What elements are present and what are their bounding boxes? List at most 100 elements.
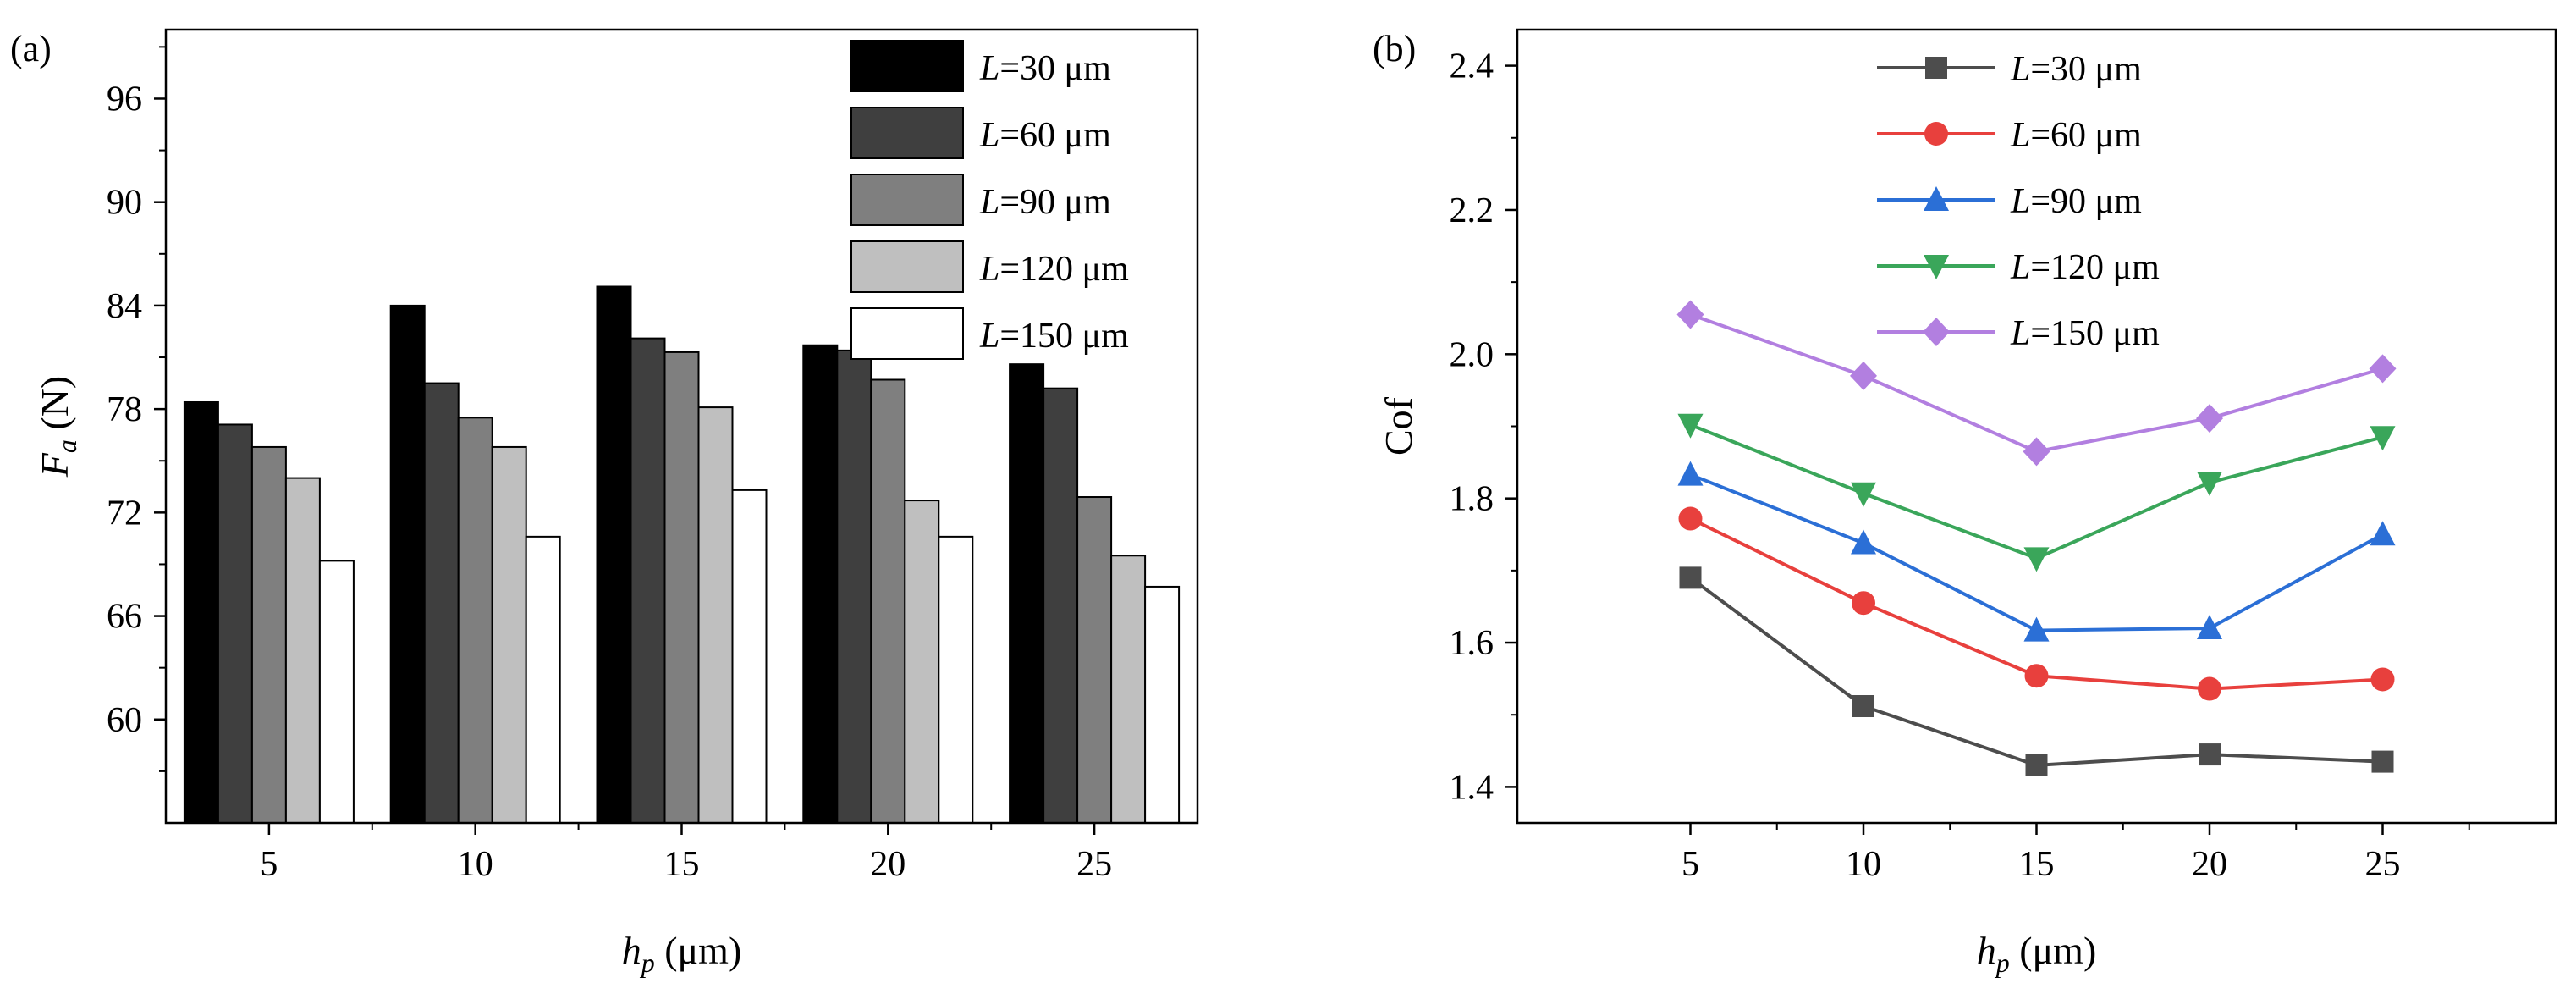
legend-swatch xyxy=(850,307,964,360)
data-point xyxy=(2370,426,2396,451)
data-point xyxy=(2023,616,2050,642)
data-point xyxy=(2371,750,2394,773)
bar xyxy=(250,445,287,824)
bar xyxy=(731,489,768,824)
panel-label: (a) xyxy=(10,28,52,69)
x-tick-label: 10 xyxy=(458,845,493,884)
y-tick-label: 1.4 xyxy=(1450,768,1494,807)
data-point xyxy=(2025,754,2048,776)
panel-a: 60 66 72 78 84 90 96 5 10 15 20 25 (a) hp (μm) Fa (N) L… xyxy=(10,28,1199,978)
y-axis-title: Cof xyxy=(1377,396,1420,456)
series-line xyxy=(1689,516,2383,691)
data-point xyxy=(2369,354,2397,384)
data-point xyxy=(1852,591,1875,616)
legend-label: L=30 μm xyxy=(979,49,1111,88)
y-tick-label: 1.6 xyxy=(1450,624,1494,663)
legend-label: L=60 μm xyxy=(979,116,1111,155)
y-tick-label: 96 xyxy=(107,80,142,119)
data-point xyxy=(2198,676,2221,701)
legend-label: L=60 μm xyxy=(2010,116,2142,155)
legend-swatch xyxy=(850,40,964,92)
legend-swatch xyxy=(850,174,964,226)
bar xyxy=(1110,555,1147,824)
data-point xyxy=(1676,300,1704,329)
data-point xyxy=(1677,461,1704,486)
data-point xyxy=(1678,506,1703,531)
y-tick-label: 84 xyxy=(107,287,142,326)
y-tick-label: 2.0 xyxy=(1450,335,1494,374)
data-point xyxy=(2196,404,2223,433)
legend-marker xyxy=(1924,186,1949,211)
x-tick-label: 20 xyxy=(2192,845,2227,884)
bar xyxy=(802,344,839,824)
data-point xyxy=(2370,521,2396,546)
data-point xyxy=(2197,471,2222,496)
legend-label: L=150 μm xyxy=(2010,314,2160,353)
bar xyxy=(217,423,253,824)
bar xyxy=(1043,387,1079,824)
data-point xyxy=(1677,413,1704,439)
x-tick-label: 25 xyxy=(1076,845,1112,884)
bar xyxy=(1144,585,1181,824)
bar xyxy=(1076,496,1113,824)
bar xyxy=(836,349,872,824)
data-point xyxy=(2370,667,2395,692)
y-tick-label: 66 xyxy=(107,598,142,637)
y-tick-label: 1.8 xyxy=(1450,480,1494,519)
data-point xyxy=(2197,615,2222,640)
bar xyxy=(697,406,734,824)
bar xyxy=(423,382,460,824)
bar xyxy=(389,304,426,825)
panel-label: (b) xyxy=(1373,28,1416,69)
y-tick-label: 60 xyxy=(107,701,142,740)
bar xyxy=(491,445,527,824)
legend-marker xyxy=(1924,255,1949,279)
legend-label: L=120 μm xyxy=(2010,248,2160,287)
bar xyxy=(870,378,906,824)
panel-b: 1.4 1.6 1.8 2.0 2.2 2.4 5 10 15 20 25 (b) hp (μm) Cof… xyxy=(1373,28,2557,978)
data-point xyxy=(1851,529,1876,555)
bar xyxy=(630,337,666,824)
bar xyxy=(457,417,493,824)
data-point xyxy=(1851,482,1876,507)
legend-marker xyxy=(1925,57,1947,79)
y-tick-label: 2.2 xyxy=(1450,191,1494,230)
x-tick-label: 5 xyxy=(1682,845,1699,884)
legend-swatch xyxy=(850,107,964,159)
bar xyxy=(596,285,632,824)
legend-label: L=150 μm xyxy=(979,317,1129,356)
legend-label: L=120 μm xyxy=(979,250,1129,289)
bar xyxy=(904,500,940,824)
legend-marker xyxy=(1923,318,1950,346)
bar xyxy=(1009,363,1045,824)
y-tick-label: 90 xyxy=(107,184,142,223)
x-tick-label: 15 xyxy=(664,845,700,884)
x-axis-title: hp (μm) xyxy=(1977,929,2097,978)
x-tick-label: 25 xyxy=(2365,845,2401,884)
y-axis-title: Fa (N) xyxy=(33,376,82,478)
x-tick-label: 20 xyxy=(870,845,905,884)
y-tick-label: 72 xyxy=(107,494,142,533)
x-axis-title: hp (μm) xyxy=(622,929,742,978)
data-point xyxy=(2023,547,2050,572)
legend-label: L=90 μm xyxy=(979,183,1111,222)
data-point xyxy=(1679,566,1702,589)
bar xyxy=(183,400,219,824)
y-tick-label: 2.4 xyxy=(1450,47,1494,86)
bar xyxy=(284,477,321,824)
legend-label: L=90 μm xyxy=(2010,182,2142,221)
data-point xyxy=(2199,743,2221,766)
data-point xyxy=(1850,361,1877,390)
bar xyxy=(525,535,561,825)
x-tick-label: 5 xyxy=(260,845,278,884)
y-tick-label: 78 xyxy=(107,390,142,429)
legend-label: L=30 μm xyxy=(2010,50,2142,89)
data-point xyxy=(2024,664,2049,688)
x-tick-label: 15 xyxy=(2019,845,2055,884)
data-point xyxy=(1852,695,1874,718)
bar xyxy=(663,351,700,824)
bar xyxy=(938,535,974,825)
bar xyxy=(318,560,355,825)
legend-swatch xyxy=(850,240,964,293)
